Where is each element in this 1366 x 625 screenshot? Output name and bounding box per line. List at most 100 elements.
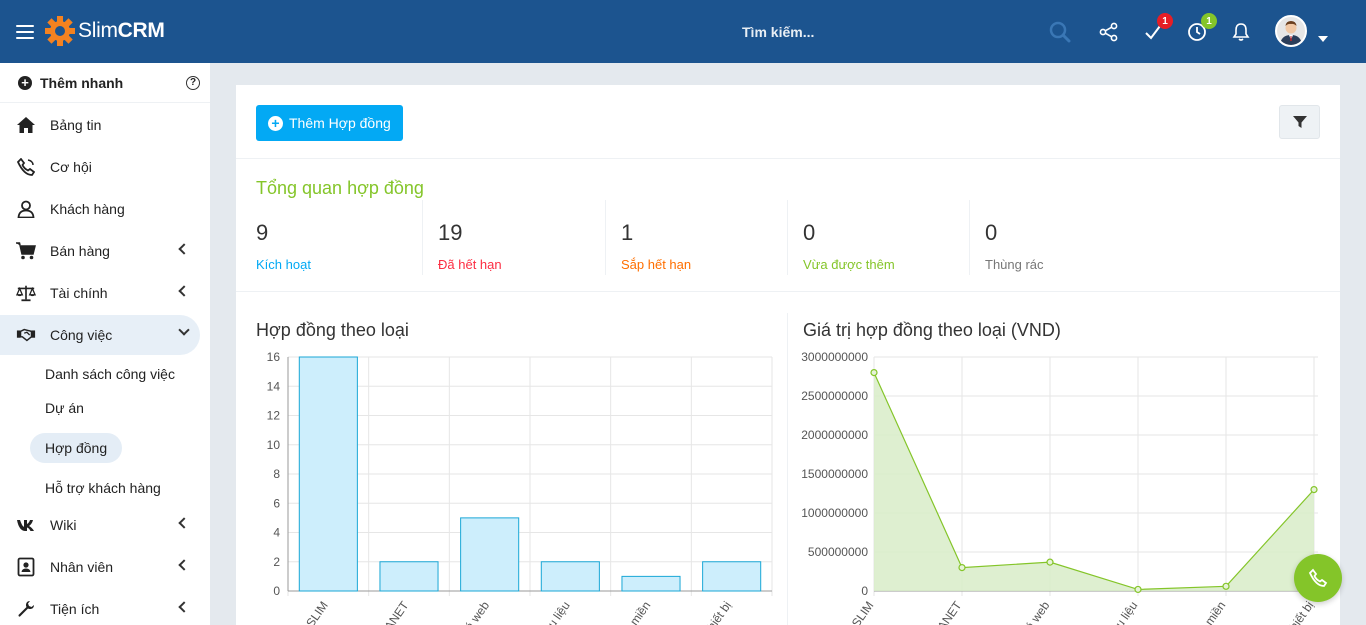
data-point	[1222, 582, 1230, 590]
bar	[621, 575, 681, 592]
sidebar-item-label: Tài chính	[50, 285, 108, 301]
y-tick-label: 0	[273, 584, 280, 598]
area-chart-title: Giá trị hợp đồng theo loại (VND)	[803, 320, 1061, 340]
user-menu-caret-icon[interactable]	[1318, 36, 1328, 42]
search-icon[interactable]	[1049, 21, 1071, 43]
vk-icon	[16, 515, 36, 535]
stat-label: Đã hết hạn	[438, 257, 502, 272]
sidebar-item-dashboard[interactable]: Bảng tin	[0, 105, 200, 145]
bar	[460, 517, 520, 592]
sidebar-item-customers[interactable]: Khách hàng	[0, 189, 200, 229]
balance-scale-icon	[16, 283, 36, 303]
bar	[379, 561, 439, 592]
stat-separator	[605, 200, 606, 275]
chevron-left-icon	[178, 559, 190, 571]
sub-item-customer-support[interactable]: Hỗ trợ khách hàng	[45, 480, 161, 496]
logo-text: SlimCRM	[78, 19, 165, 42]
bell-icon[interactable]	[1230, 21, 1252, 43]
user-avatar[interactable]	[1275, 15, 1307, 47]
y-tick-label: 3000000000	[801, 350, 868, 364]
sidebar-item-work[interactable]: Công việc	[0, 315, 200, 355]
sidebar-item-sales[interactable]: Bán hàng	[0, 231, 200, 271]
x-tick-label: á web	[462, 598, 492, 625]
wrench-icon	[16, 599, 36, 619]
x-tick-label: SLIM	[849, 599, 877, 625]
tasks-check-icon[interactable]	[1142, 21, 1164, 43]
y-tick-label: 14	[267, 379, 281, 393]
sidebar-item-utilities[interactable]: Tiện ích	[0, 589, 200, 625]
sidebar-item-label: Nhân viên	[50, 559, 114, 575]
stat-recently-added: 0 Vừa được thêm	[803, 200, 985, 275]
sidebar-item-label: Tiện ích	[50, 601, 100, 617]
y-tick-label: 12	[267, 409, 281, 423]
phone-icon	[1308, 568, 1328, 587]
handshake-icon	[16, 325, 36, 345]
sidebar-item-staff[interactable]: Nhân viên	[0, 547, 200, 587]
sidebar-item-label: Khách hàng	[50, 201, 125, 217]
sub-item-task-list[interactable]: Danh sách công việc	[45, 366, 175, 382]
y-tick-label: 2000000000	[801, 428, 868, 442]
top-header: SlimCRM Tìm kiếm... 1 1	[0, 0, 1366, 63]
filter-button[interactable]	[1279, 105, 1320, 139]
x-tick-label: ữu liệu	[1108, 599, 1141, 625]
add-contract-label: Thêm Hợp đồng	[289, 115, 391, 131]
sidebar-item-opportunities[interactable]: Cơ hội	[0, 147, 200, 187]
quick-add-label: Thêm nhanh	[40, 74, 124, 91]
x-tick-label: miền	[1202, 599, 1228, 625]
data-point	[1134, 585, 1142, 594]
plus-circle-icon: +	[18, 75, 32, 90]
plus-circle-icon: +	[268, 115, 283, 131]
sidebar-item-finance[interactable]: Tài chính	[0, 273, 200, 313]
bar	[702, 561, 762, 592]
bar-chart: 0 2 4 6 8 10 12 14 16 SLIM ANET á web ữu liệu miền hiế…	[236, 335, 787, 625]
sidebar: + Thêm nhanh ? Bảng tin Cơ hội Khách hàn…	[0, 63, 210, 625]
x-tick-label: hiết bị	[704, 599, 734, 625]
stat-separator	[422, 200, 423, 275]
stat-value: 0	[803, 220, 816, 245]
x-tick-label: ANET	[382, 598, 412, 625]
stat-value: 9	[256, 220, 269, 245]
y-tick-label: 1500000000	[801, 467, 868, 481]
stat-about-to-expire: 1 Sắp hết hạn	[621, 200, 803, 275]
series-line	[873, 372, 1315, 591]
quick-add-button[interactable]: + Thêm nhanh ?	[0, 63, 210, 103]
help-icon[interactable]: ?	[186, 76, 200, 90]
sidebar-item-wiki[interactable]: Wiki	[0, 505, 200, 545]
chevron-left-icon	[178, 285, 190, 297]
bar	[298, 356, 358, 592]
y-tick-label: 8	[273, 467, 280, 481]
stat-label: Kích hoạt	[256, 257, 311, 272]
stat-label: Thùng rác	[985, 257, 1044, 272]
stat-separator	[969, 200, 970, 275]
search-input[interactable]: Tìm kiếm...	[742, 24, 815, 40]
stat-value: 1	[621, 220, 634, 245]
stat-value: 19	[438, 220, 463, 245]
bar	[540, 561, 600, 592]
menu-toggle-icon[interactable]	[16, 25, 34, 39]
add-contract-button[interactable]: + Thêm Hợp đồng	[256, 105, 403, 141]
phone-icon	[16, 157, 36, 177]
share-icon[interactable]	[1098, 21, 1120, 43]
divider	[236, 291, 1340, 292]
tasks-badge: 1	[1157, 13, 1173, 29]
y-tick-label: 1000000000	[801, 506, 868, 520]
clock-icon[interactable]	[1186, 21, 1208, 43]
sub-item-projects[interactable]: Dự án	[45, 400, 84, 416]
divider	[236, 158, 1340, 159]
call-fab-button[interactable]	[1294, 554, 1342, 602]
app-logo[interactable]: SlimCRM	[45, 15, 165, 47]
sidebar-item-label: Wiki	[50, 517, 77, 533]
chevron-down-icon	[178, 324, 190, 336]
x-tick-label: ữu liệu	[540, 599, 573, 625]
chevron-left-icon	[178, 243, 190, 255]
area-chart: 0 500000000 1000000000 1500000000 2000000000…	[788, 335, 1340, 625]
sub-item-contracts[interactable]: Hợp đồng	[30, 433, 123, 463]
data-point	[958, 564, 966, 572]
contracts-panel: + Thêm Hợp đồng Tổng quan hợp đồng 9 Kíc…	[236, 85, 1340, 625]
data-point	[870, 368, 878, 377]
stat-label: Sắp hết hạn	[621, 257, 692, 272]
chevron-left-icon	[178, 601, 190, 613]
gear-logo-icon	[45, 16, 75, 46]
stat-separator	[787, 200, 788, 275]
id-card-icon	[16, 557, 36, 577]
